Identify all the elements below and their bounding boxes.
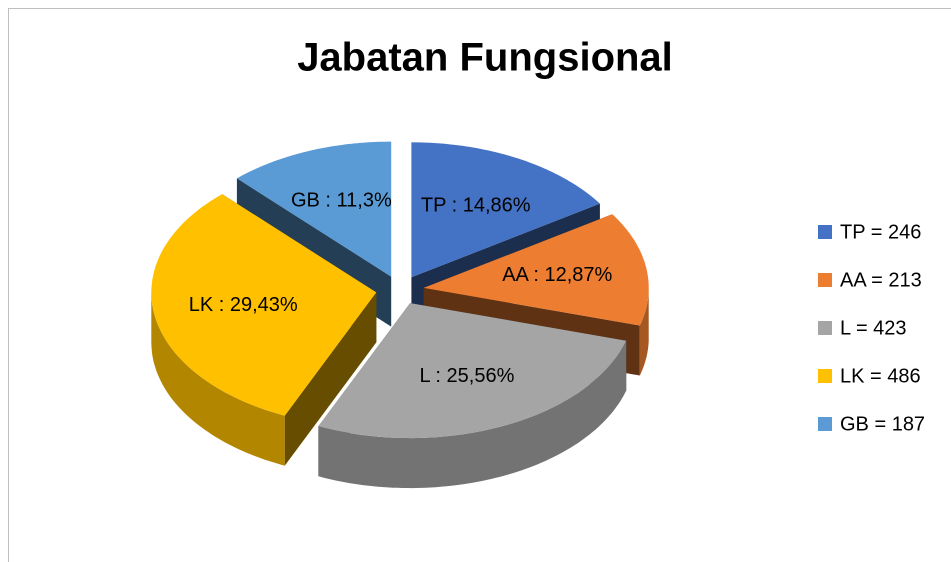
legend-label: LK = 486 — [840, 365, 921, 387]
legend-swatch — [818, 273, 832, 287]
legend-label: TP = 246 — [840, 221, 921, 243]
data-label: GB : 11,3% — [291, 190, 392, 212]
legend-swatch — [818, 369, 832, 383]
slice — [151, 194, 377, 416]
legend-label: AA = 213 — [840, 269, 922, 291]
legend-swatch — [818, 417, 832, 431]
slice — [411, 142, 600, 278]
slice — [236, 141, 392, 277]
chart-title: Jabatan Fungsional — [297, 36, 673, 80]
pie: TP : 14,86% AA : 12,87% L : 25,56% LK : 29,… — [151, 141, 649, 489]
slice — [318, 303, 627, 439]
slice-side — [318, 340, 627, 489]
slice-side — [639, 285, 649, 376]
slice-side — [151, 291, 285, 466]
data-label: AA : 12,87% — [502, 264, 612, 286]
legend-swatch — [818, 225, 832, 239]
slice-wall — [284, 292, 377, 466]
legend-label: GB = 187 — [840, 413, 925, 435]
data-label: L : 25,56% — [419, 365, 514, 387]
data-label: LK : 29,43% — [189, 294, 298, 316]
legend-label: L = 423 — [840, 317, 907, 339]
legend-swatch — [818, 321, 832, 335]
data-label: TP : 14,86% — [421, 194, 531, 216]
slice — [423, 214, 649, 326]
legend: TP = 246 AA = 213 L = 423 LK = 486 GB = 187 — [818, 221, 925, 435]
